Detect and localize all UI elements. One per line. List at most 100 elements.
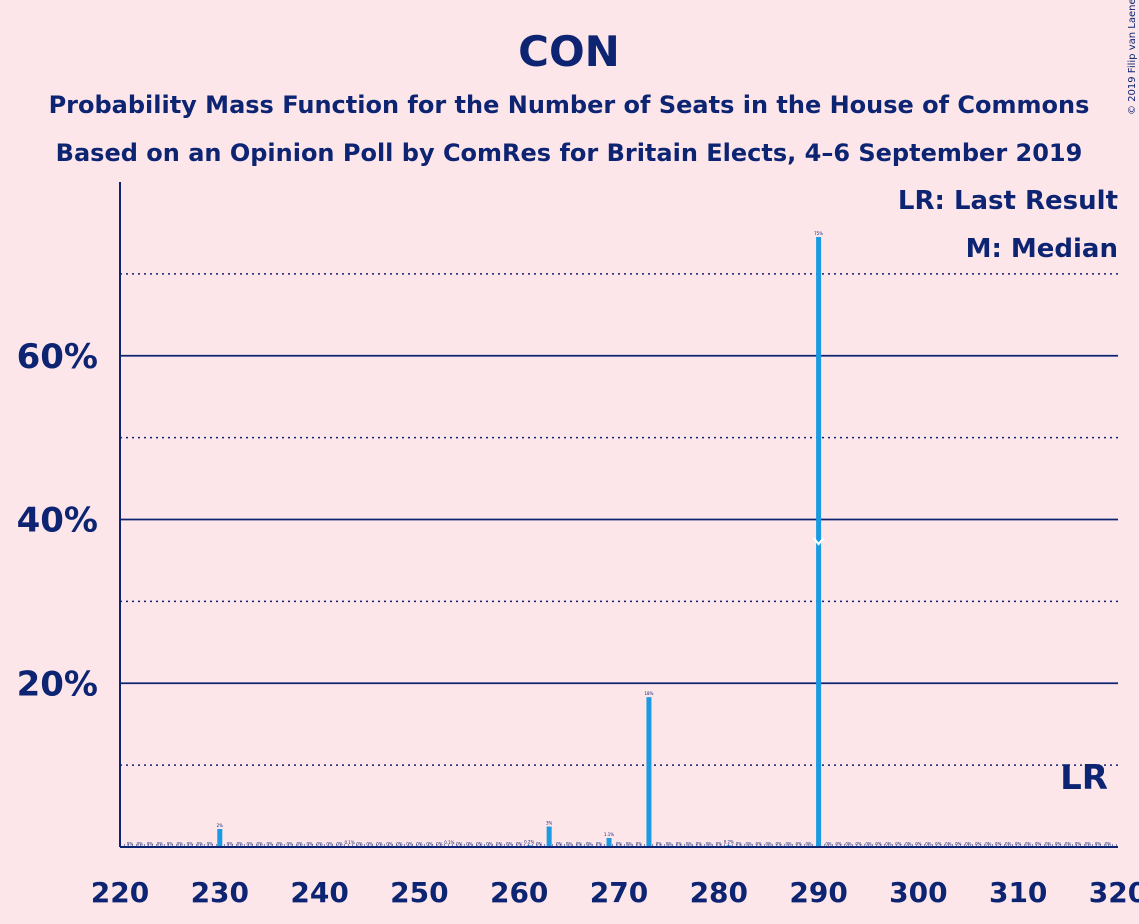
zero-label: 0%: [706, 842, 713, 847]
zero-label: 0%: [386, 842, 393, 847]
legend-last-result: LR: Last Result: [898, 186, 1118, 216]
zero-label: 0%: [296, 842, 303, 847]
copyright-notice: © 2019 Filip van Laenen: [1127, 0, 1138, 115]
zero-label: 0%: [426, 842, 433, 847]
x-tick-label: 250: [390, 876, 448, 909]
zero-label: 0%: [995, 842, 1002, 847]
zero-label: 0%: [1025, 842, 1032, 847]
zero-label: 0%: [187, 842, 194, 847]
zero-label: 0%: [516, 842, 523, 847]
zero-label: 0%: [456, 842, 463, 847]
zero-label: 0%: [257, 842, 264, 847]
zero-label: 0%: [556, 842, 563, 847]
zero-label: 0%: [656, 842, 663, 847]
x-tick-label: 270: [590, 876, 648, 909]
zero-label: 0%: [686, 842, 693, 847]
zero-label: 0%: [835, 842, 842, 847]
zero-label: 0%: [366, 842, 373, 847]
zero-label: 0%: [157, 842, 164, 847]
bar-label-seat-243: 0.1%: [344, 840, 354, 845]
zero-label: 0%: [666, 842, 673, 847]
chart-subtitle-line2: Based on an Opinion Poll by ComRes for B…: [56, 139, 1083, 167]
zero-label: 0%: [875, 842, 882, 847]
bar-label-seat-273: 18%: [644, 691, 653, 696]
zero-label: 0%: [486, 842, 493, 847]
zero-label: 0%: [396, 842, 403, 847]
y-tick-label: 40%: [17, 501, 98, 541]
zero-label: 0%: [865, 842, 872, 847]
median-marker: [812, 537, 825, 546]
zero-label: 0%: [406, 842, 413, 847]
zero-label: 0%: [985, 842, 992, 847]
zero-label: 0%: [466, 842, 473, 847]
legend-median: M: Median: [966, 234, 1118, 264]
bar-label-seat-230: 2%: [217, 823, 224, 828]
zero-label: 0%: [756, 842, 763, 847]
zero-label: 0%: [975, 842, 982, 847]
last-result-marker: LR: [1060, 758, 1108, 798]
zero-label: 0%: [895, 842, 902, 847]
gridlines: [120, 273, 1118, 846]
zero-label: 0%: [576, 842, 583, 847]
zero-label: 0%: [805, 842, 812, 847]
zero-label: 0%: [1015, 842, 1022, 847]
zero-label: 0%: [127, 842, 134, 847]
zero-label: 0%: [955, 842, 962, 847]
zero-label: 0%: [496, 842, 503, 847]
zero-label: 0%: [776, 842, 783, 847]
zero-label: 0%: [237, 842, 244, 847]
zero-label: 0%: [1055, 842, 1062, 847]
zero-label: 0%: [316, 842, 323, 847]
x-tick-label: 220: [91, 876, 149, 909]
y-ticks-group: 20% 40% 60%: [17, 337, 98, 705]
zero-label: 0%: [376, 842, 383, 847]
x-tick-label: 290: [789, 876, 847, 909]
zero-label: 0%: [197, 842, 204, 847]
zero-label: 0%: [636, 842, 643, 847]
zero-label: 0%: [925, 842, 932, 847]
zero-label: 0%: [566, 842, 573, 847]
zero-label: 0%: [945, 842, 952, 847]
zero-label: 0%: [1085, 842, 1092, 847]
x-ticks-group: 220 230 240 250 260 270 280 290 300 310 320: [91, 876, 1139, 909]
x-tick-label: 260: [490, 876, 548, 909]
bar-seat-269: [606, 837, 612, 847]
bar-label-seat-269: 1.1%: [604, 832, 614, 837]
zero-label: 0%: [785, 842, 792, 847]
bar-seat-230: [217, 828, 223, 847]
bar-label-seat-253: 0.1%: [444, 840, 454, 845]
zero-label: 0%: [825, 842, 832, 847]
zero-label: 0%: [1065, 842, 1072, 847]
zero-label: 0%: [207, 842, 214, 847]
zero-label: 0%: [915, 842, 922, 847]
y-tick-label: 60%: [17, 337, 98, 377]
x-tick-label: 310: [989, 876, 1047, 909]
bar-seat-290: [816, 237, 822, 847]
zero-label: 0%: [885, 842, 892, 847]
zero-label: 0%: [935, 842, 942, 847]
zero-label: 0%: [845, 842, 852, 847]
zero-label: 0%: [766, 842, 773, 847]
x-tick-label: 300: [889, 876, 947, 909]
axes-group: [119, 182, 1118, 848]
bar-labels-group: 0% 0% 0% 0% 0% 0% 0% 0% 0% 0% 0% 0% 0% 0% 0% 0% 0% 0% 0% 0%…: [127, 231, 1112, 846]
zero-label: 0%: [736, 842, 743, 847]
zero-label: 0%: [586, 842, 593, 847]
zero-label: 0%: [696, 842, 703, 847]
bar-seat-273: [646, 697, 652, 847]
zero-label: 0%: [616, 842, 623, 847]
zero-label: 0%: [1105, 842, 1112, 847]
zero-label: 0%: [267, 842, 274, 847]
zero-label: 0%: [137, 842, 144, 847]
zero-label: 0%: [147, 842, 154, 847]
zero-label: 0%: [746, 842, 753, 847]
zero-label: 0%: [1095, 842, 1102, 847]
x-tick-label: 320: [1089, 876, 1139, 909]
bar-label-seat-281: 0.2%: [724, 839, 734, 844]
chart-title: CON: [518, 27, 620, 76]
zero-label: 0%: [716, 842, 723, 847]
zero-label: 0%: [905, 842, 912, 847]
zero-label: 0%: [227, 842, 234, 847]
zero-label: 0%: [356, 842, 363, 847]
